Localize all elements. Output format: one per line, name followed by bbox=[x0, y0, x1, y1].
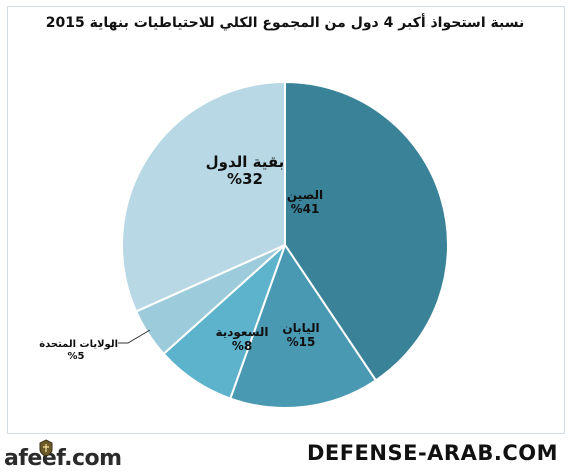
slice-name: الولايات المتحدة bbox=[39, 339, 118, 350]
leader-line-usa bbox=[118, 329, 151, 344]
site-logo: afeef.com bbox=[4, 446, 122, 471]
pie-slice-china bbox=[284, 80, 449, 382]
pie-slice-rest bbox=[121, 80, 286, 313]
slice-name: بقية الدول bbox=[205, 153, 285, 171]
slice-percent: %8 bbox=[231, 338, 253, 353]
site-logo-text: afeef.com bbox=[4, 446, 122, 471]
slice-name: اليابان bbox=[282, 321, 320, 335]
watermark: DEFENSE-ARAB.COM bbox=[306, 441, 558, 465]
pie-slice-japan bbox=[229, 242, 378, 409]
slice-percent: %41 bbox=[290, 201, 320, 216]
chart-title: نسبة استحواذ أكبر 4 دول من المجموع الكلي… bbox=[45, 15, 525, 31]
slice-name: الصين bbox=[286, 188, 324, 202]
slice-label-usa: الولايات المتحدة %5 bbox=[34, 339, 118, 362]
slice-label-china: الصين %41 bbox=[270, 188, 340, 217]
crest-icon bbox=[39, 439, 53, 457]
slice-label-saudi: السعودية %8 bbox=[204, 325, 280, 354]
slice-percent: %5 bbox=[67, 350, 85, 362]
slice-percent: %15 bbox=[286, 334, 316, 349]
slice-name: السعودية bbox=[215, 325, 269, 339]
slice-percent: %32 bbox=[227, 170, 263, 189]
slice-label-japan: اليابان %15 bbox=[266, 321, 336, 350]
slice-label-rest: بقية الدول %32 bbox=[200, 153, 290, 189]
